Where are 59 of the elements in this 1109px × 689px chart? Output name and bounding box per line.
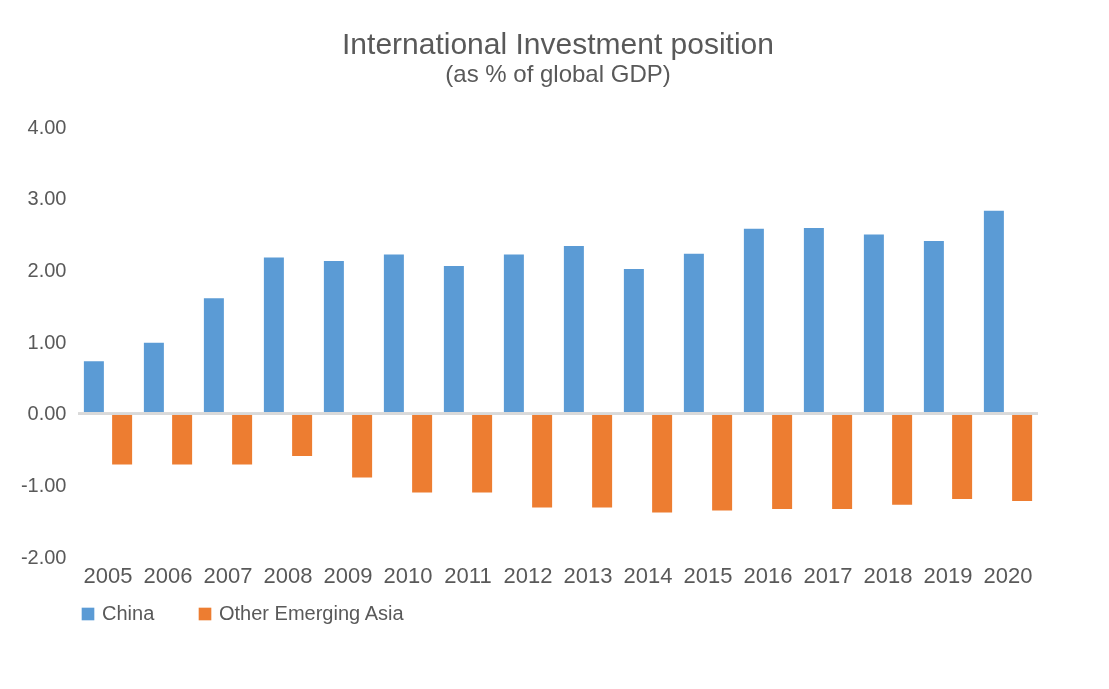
- bar: [323, 261, 344, 414]
- bar: [83, 361, 104, 414]
- bar: [923, 240, 944, 414]
- bar: [803, 228, 824, 414]
- bar: [443, 266, 464, 414]
- bar: [832, 413, 853, 509]
- y-tick-label: 2.00: [27, 258, 67, 281]
- x-tick-label: 2011: [444, 562, 492, 588]
- x-tick-label: 2020: [983, 562, 1033, 588]
- chart-subtitle: (as % of global GDP): [445, 60, 671, 87]
- bar: [863, 234, 884, 414]
- x-tick-label: 2013: [563, 562, 613, 588]
- x-tick-label: 2019: [923, 562, 973, 588]
- bar: [892, 413, 913, 505]
- y-tick-label: 1.00: [27, 330, 67, 353]
- bar: [772, 413, 793, 509]
- bar: [952, 413, 973, 499]
- bar: [652, 413, 673, 513]
- bar: [472, 413, 493, 493]
- bar: [112, 413, 133, 465]
- legend-label: Other Emerging Asia: [219, 602, 405, 624]
- bar: [683, 253, 704, 414]
- bar: [172, 413, 193, 465]
- bar: [592, 413, 613, 508]
- x-tick-label: 2016: [743, 562, 793, 588]
- bar: [983, 210, 1004, 414]
- bar: [503, 254, 524, 414]
- legend-label: China: [102, 602, 156, 624]
- bar: [383, 254, 404, 414]
- x-tick-label: 2009: [323, 562, 373, 588]
- bar: [263, 257, 284, 414]
- x-tick-label: 2010: [383, 562, 433, 588]
- x-tick-label: 2005: [83, 562, 133, 588]
- y-tick-label: -2.00: [20, 545, 67, 568]
- y-tick-label: 3.00: [27, 187, 67, 210]
- chart-title: International Investment position: [342, 27, 774, 60]
- bar: [743, 228, 764, 414]
- bar: [563, 245, 584, 414]
- x-tick-label: 2017: [803, 562, 853, 588]
- x-tick-label: 2012: [503, 562, 553, 588]
- x-tick-label: 2015: [683, 562, 733, 588]
- x-tick-label: 2006: [143, 562, 193, 588]
- bar: [203, 298, 224, 414]
- bar: [143, 342, 164, 414]
- bar: [352, 413, 373, 478]
- x-tick-label: 2014: [623, 562, 673, 588]
- bar: [412, 413, 433, 493]
- bar: [623, 268, 644, 414]
- x-tick-label: 2018: [863, 562, 913, 588]
- bar: [232, 413, 253, 465]
- x-tick-label: 2007: [203, 562, 253, 588]
- bar: [532, 413, 553, 508]
- x-tick-label: 2008: [263, 562, 313, 588]
- bar: [712, 413, 733, 511]
- y-tick-label: 4.00: [27, 115, 67, 138]
- bar: [292, 413, 313, 456]
- bar: [1012, 413, 1033, 502]
- y-tick-label: 0.00: [27, 402, 67, 425]
- y-tick-label: -1.00: [20, 473, 67, 496]
